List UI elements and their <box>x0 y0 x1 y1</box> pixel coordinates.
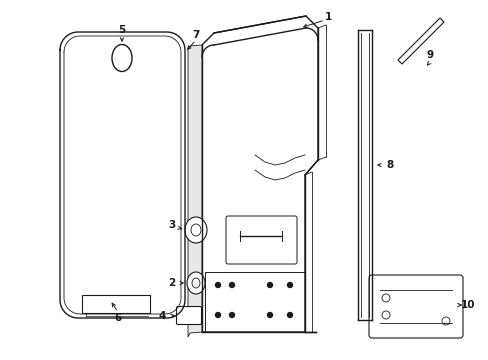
Text: 2: 2 <box>168 278 175 288</box>
Circle shape <box>215 283 220 288</box>
FancyBboxPatch shape <box>176 306 201 324</box>
Text: 4: 4 <box>158 311 165 321</box>
Text: 6: 6 <box>114 313 122 323</box>
Circle shape <box>267 283 272 288</box>
Circle shape <box>229 283 234 288</box>
Circle shape <box>229 312 234 318</box>
FancyBboxPatch shape <box>368 275 462 338</box>
Text: 8: 8 <box>386 160 393 170</box>
Text: 3: 3 <box>168 220 175 230</box>
Circle shape <box>267 312 272 318</box>
Polygon shape <box>187 45 202 337</box>
Circle shape <box>287 312 292 318</box>
Text: 7: 7 <box>192 30 199 40</box>
Text: 10: 10 <box>460 300 474 310</box>
Bar <box>82 295 150 313</box>
Circle shape <box>215 312 220 318</box>
Polygon shape <box>397 18 443 64</box>
Polygon shape <box>202 16 317 332</box>
Bar <box>204 272 305 332</box>
Text: 1: 1 <box>324 12 331 22</box>
Ellipse shape <box>184 217 206 243</box>
Circle shape <box>287 283 292 288</box>
Text: 5: 5 <box>118 25 125 35</box>
Text: 9: 9 <box>426 50 433 60</box>
Ellipse shape <box>186 272 204 294</box>
